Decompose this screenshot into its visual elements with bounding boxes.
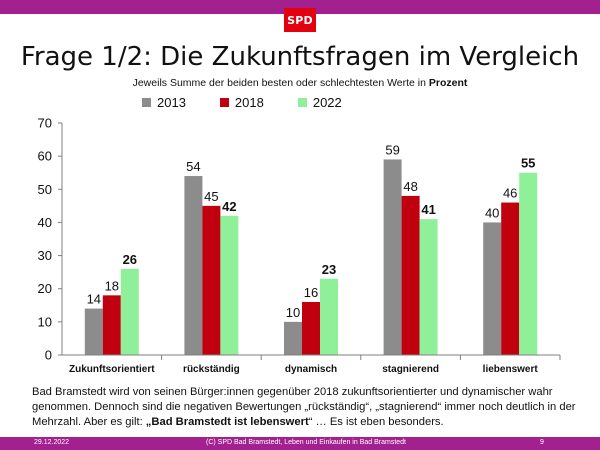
bar-2013 — [483, 222, 502, 355]
bar-2013 — [284, 321, 302, 355]
bar-2022 — [519, 172, 538, 355]
data-label: 41 — [421, 202, 435, 217]
bar-2018 — [102, 295, 121, 355]
data-label: 10 — [286, 305, 300, 320]
data-label: 23 — [322, 262, 336, 277]
legend-item-2022: 2022 — [297, 94, 342, 110]
chart-legend: 2013 2018 2022 — [142, 94, 376, 110]
data-label: 16 — [304, 285, 318, 300]
subtitle-text: Jeweils Summe der beiden besten oder sch… — [132, 77, 429, 89]
y-tick-label: 10 — [38, 314, 52, 329]
data-label: 14 — [87, 292, 101, 307]
category-label: rückständig — [183, 364, 240, 375]
bar-2022 — [419, 219, 438, 355]
bar-2013 — [383, 159, 402, 355]
y-tick-label: 50 — [38, 182, 52, 197]
bar-2018 — [501, 202, 520, 355]
footer-date: 29.12.2022 — [34, 439, 70, 446]
summary-part-1: Bad Bramstedt wird von seinen Bürger:inn… — [32, 386, 576, 428]
y-tick-label: 60 — [38, 149, 52, 164]
legend-label-2018: 2018 — [234, 94, 264, 110]
top-bar — [0, 0, 600, 14]
bar-2013 — [84, 308, 103, 355]
bar-2013 — [184, 176, 203, 355]
category-label: Zukunftsorientiert — [69, 364, 155, 375]
chart-subtitle: Jeweils Summe der beiden besten oder sch… — [0, 77, 600, 89]
data-label: 59 — [385, 142, 399, 157]
legend-swatch-2013 — [142, 97, 151, 107]
y-tick-label: 70 — [38, 116, 52, 131]
data-label: 48 — [403, 179, 417, 194]
footer-source: (C) SPD Bad Bramstedt, Leben und Einkauf… — [206, 439, 406, 446]
data-label: 46 — [503, 186, 517, 201]
data-label: 26 — [123, 252, 137, 267]
footer-bar: 29.12.2022 (C) SPD Bad Bramstedt, Leben … — [0, 437, 600, 450]
summary-bold: „Bad Bramstedt ist lebenswert — [145, 416, 309, 428]
bar-2018 — [202, 205, 221, 355]
footer-page-number: 9 — [540, 439, 544, 446]
data-label: 18 — [105, 278, 119, 293]
page-title: Frage 1/2: Die Zukunftsfragen im Verglei… — [20, 42, 580, 72]
data-label: 45 — [204, 189, 218, 204]
bar-2022 — [120, 268, 139, 355]
subtitle-unit: Prozent — [428, 77, 468, 89]
category-label: liebenswert — [483, 364, 539, 375]
data-label: 55 — [521, 156, 535, 171]
y-tick-label: 20 — [38, 281, 52, 296]
spd-logo: SPD — [284, 8, 316, 32]
legend-item-2013: 2013 — [142, 95, 186, 110]
legend-item-2018: 2018 — [219, 94, 264, 110]
data-label: 40 — [485, 205, 499, 220]
legend-label-2013: 2013 — [157, 94, 186, 110]
bar-2022 — [220, 215, 239, 355]
y-tick-label: 40 — [38, 215, 52, 230]
legend-swatch-2022 — [297, 97, 307, 107]
summary-text: Bad Bramstedt wird von seinen Bürger:inn… — [32, 385, 592, 430]
bar-2018 — [401, 195, 420, 355]
category-label: dynamisch — [285, 364, 337, 375]
data-label: 54 — [186, 159, 200, 174]
bar-2018 — [302, 301, 320, 355]
y-tick-label: 30 — [38, 248, 52, 263]
summary-part-2: “ … Es ist eben besonders. — [308, 416, 444, 428]
legend-swatch-2018 — [219, 97, 229, 107]
bar-2022 — [320, 278, 338, 355]
category-label: stagnierend — [382, 364, 439, 375]
y-tick-label: 0 — [45, 348, 52, 363]
data-label: 42 — [222, 199, 236, 214]
legend-label-2022: 2022 — [312, 94, 342, 110]
